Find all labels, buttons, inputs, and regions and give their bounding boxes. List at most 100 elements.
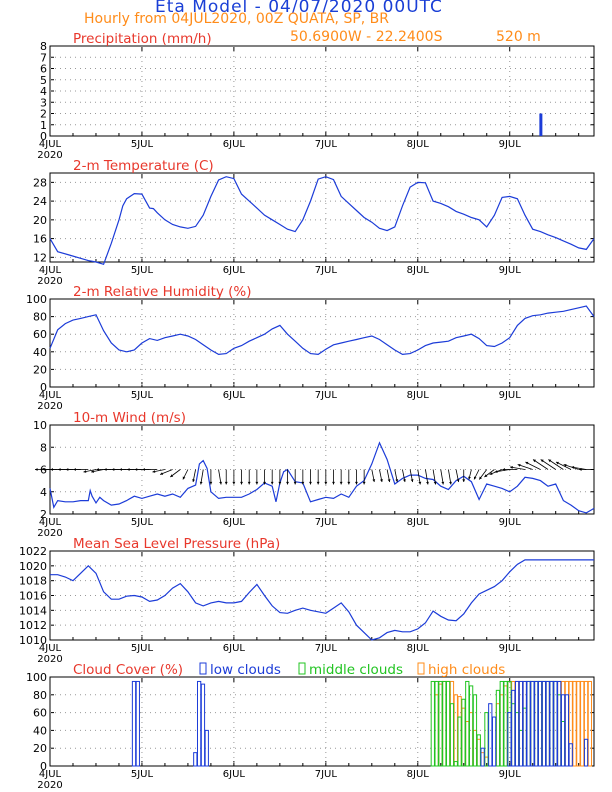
x-tick-label: 6JUL [223,643,246,654]
legend-swatch [417,662,425,675]
wind-arrowhead [134,468,138,471]
y-tick-label: 4 [40,85,47,98]
x-tick-label: 7JUL [315,643,338,654]
plot-frame [49,676,595,767]
x-tick-label: 9JUL [499,139,522,150]
wind-arrowhead [152,470,156,473]
low-cloud-bar [135,680,140,767]
panel-wind: 2 4 6 8 10 4JUL2020 5JUL 6JUL 7JUL 8JUL 9JUL 10-m W… [33,410,595,539]
wind-arrowhead [247,481,251,485]
legend-label: high clouds [428,662,505,678]
middle-cloud-bar [468,685,474,767]
y-tick-label: 100 [26,671,47,684]
wind-arrowhead [316,481,320,485]
wind-arrowhead [372,479,376,482]
low-cloud-bar [545,680,550,767]
x-tick-label: 9JUL [499,643,522,654]
wind-arrowhead [474,476,477,480]
x-tick-label: 9JUL [499,769,522,780]
middle-cloud-bar [484,712,489,767]
wind-arrowhead [525,461,529,465]
series-line [50,559,594,641]
middle-cloud-bar [442,680,447,767]
x-tick-label: 7JUL [315,390,338,401]
wind-arrowhead [395,479,399,482]
wind-arrowhead [170,474,174,477]
low-cloud-bar [514,680,520,767]
wind-arrowhead [533,459,536,463]
middle-cloud-bar [499,680,504,767]
low-cloud-bar [511,689,516,767]
x-year-label: 2020 [37,528,62,539]
panel-title: Precipitation (mm/h) [73,31,212,47]
low-cloud-bar [560,694,566,767]
wind-arrowhead [332,481,335,485]
x-tick-label: 5JUL [131,139,154,150]
y-tick-label: 80 [33,311,47,324]
y-tick-label: 1012 [19,619,47,632]
wind-vector [548,459,564,470]
wind-arrowhead [232,481,236,485]
wind-arrowhead [494,470,498,473]
x-tick-label: 8JUL [407,643,430,654]
low-cloud-bar [534,680,539,767]
y-tick-label: 20 [33,363,47,376]
panel-title: 2-m Relative Humidity (%) [73,284,252,300]
low-cloud-bar [583,738,589,767]
wind-vector [525,461,541,470]
middle-cloud-bar [495,689,501,767]
low-cloud-bar [491,716,497,767]
panel-title: 10-m Wind (m/s) [73,410,186,426]
station-elevation: 520 m [496,29,541,45]
x-tick-label: 6JUL [223,769,246,780]
wind-arrowhead [510,466,513,469]
y-tick-label: 20 [33,742,47,755]
x-year-label: 2020 [37,780,62,791]
wind-arrowhead [96,468,99,471]
wind-arrowhead [301,481,305,485]
wind-vector [555,461,572,470]
wind-arrowhead [104,468,107,471]
low-cloud-bar [557,680,562,767]
middle-cloud-bar [465,680,470,767]
low-cloud-bar [553,680,558,767]
y-tick-label: 2 [40,508,47,521]
wind-arrowhead [571,466,575,469]
x-tick-label: 8JUL [407,390,430,401]
x-tick-label: 9JUL [499,517,522,528]
wind-arrowhead [410,479,414,482]
wind-arrowhead [449,481,452,485]
x-tick-label: 4JUL [39,643,62,654]
y-tick-label: 6 [40,464,47,477]
low-cloud-bar [488,703,493,767]
panel-rh: 0 20 40 60 80 100 4JUL2020 5JUL 6JUL 7JUL 8JUL 9JUL… [26,284,595,412]
wind-vector [563,464,579,470]
legend-swatch [298,662,306,675]
x-tick-label: 4JUL [39,769,62,780]
x-tick-label: 5JUL [131,643,154,654]
y-tick-label: 24 [33,195,47,208]
low-cloud-bar [549,680,554,767]
low-cloud-bar [568,743,573,767]
low-cloud-bar [196,680,202,767]
y-tick-label: 40 [33,724,47,737]
wind-arrowhead [347,481,351,485]
x-tick-label: 4JUL [39,139,62,150]
x-year-label: 2020 [37,150,62,161]
middle-cloud-bar [434,680,439,767]
low-cloud-bar [518,680,524,767]
x-tick-label: 8JUL [407,517,430,528]
cloud-legend: low clouds middle clouds high clouds [199,662,505,678]
x-tick-label: 4JUL [39,390,62,401]
wind-arrowhead [563,464,567,467]
low-cloud-bar [526,680,531,767]
wind-arrowhead [224,481,228,485]
wind-arrowhead [426,481,429,485]
wind-arrowhead [119,468,122,471]
y-tick-label: 4 [40,486,47,499]
wind-arrowhead [293,481,297,485]
wind-arrowhead [462,479,466,482]
panel-temp: 12 16 20 24 28 4JUL2020 5JUL 6JUL 7JUL 8JUL 9JUL 2-… [33,158,595,287]
y-tick-label: 80 [33,689,47,702]
